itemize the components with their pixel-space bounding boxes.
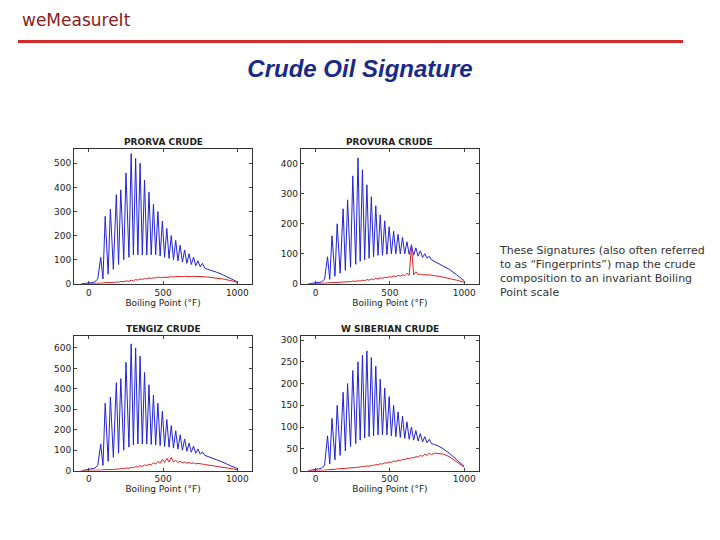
- svg-text:500: 500: [381, 288, 398, 298]
- svg-text:100: 100: [281, 422, 298, 432]
- svg-text:Boiling Point (°F): Boiling Point (°F): [125, 484, 200, 494]
- svg-text:200: 200: [54, 425, 71, 435]
- svg-text:100: 100: [54, 445, 71, 455]
- svg-text:1000: 1000: [453, 474, 476, 484]
- svg-text:0: 0: [65, 466, 71, 476]
- svg-text:300: 300: [281, 189, 298, 199]
- svg-text:1000: 1000: [226, 474, 249, 484]
- svg-text:PROVURA CRUDE: PROVURA CRUDE: [346, 137, 433, 147]
- svg-text:400: 400: [281, 159, 298, 169]
- svg-text:W SIBERIAN CRUDE: W SIBERIAN CRUDE: [341, 324, 439, 334]
- html-text:Crude Oil Signature: Crude Oil Signature: [247, 55, 473, 82]
- svg-text:Boiling Point (°F): Boiling Point (°F): [352, 298, 427, 308]
- svg-text:0: 0: [313, 288, 319, 298]
- svg-text:200: 200: [54, 231, 71, 241]
- svg-text:200: 200: [281, 219, 298, 229]
- svg-text:1000: 1000: [453, 288, 476, 298]
- svg-text:400: 400: [54, 183, 71, 193]
- svg-text:0: 0: [65, 279, 71, 289]
- svg-text:Boiling Point (°F): Boiling Point (°F): [125, 298, 200, 308]
- svg-text:100: 100: [54, 255, 71, 265]
- svg-text:250: 250: [281, 357, 298, 367]
- svg-text:300: 300: [54, 404, 71, 414]
- html-text:weMeasureIt: weMeasureIt: [22, 10, 131, 30]
- svg-text:500: 500: [54, 364, 71, 374]
- svg-text:100: 100: [281, 249, 298, 259]
- svg-text:1000: 1000: [226, 288, 249, 298]
- svg-text:PRORVA CRUDE: PRORVA CRUDE: [124, 137, 203, 147]
- svg-text:0: 0: [292, 466, 298, 476]
- svg-text:500: 500: [155, 288, 172, 298]
- svg-text:200: 200: [281, 379, 298, 389]
- svg-text:600: 600: [54, 343, 71, 353]
- html-text:These Signatures (also often r: These Signatures (also often referred to…: [500, 244, 705, 299]
- svg-text:400: 400: [54, 384, 71, 394]
- svg-text:300: 300: [54, 207, 71, 217]
- svg-text:500: 500: [54, 158, 71, 168]
- svg-text:150: 150: [281, 400, 298, 410]
- svg-text:300: 300: [281, 335, 298, 345]
- svg-text:50: 50: [287, 444, 299, 454]
- svg-text:0: 0: [86, 474, 92, 484]
- svg-text:Boiling Point (°F): Boiling Point (°F): [352, 484, 427, 494]
- svg-text:0: 0: [313, 474, 319, 484]
- svg-text:500: 500: [155, 474, 172, 484]
- svg-text:0: 0: [292, 279, 298, 289]
- svg-text:TENGIZ CRUDE: TENGIZ CRUDE: [126, 324, 201, 334]
- svg-text:0: 0: [86, 288, 92, 298]
- svg-text:500: 500: [381, 474, 398, 484]
